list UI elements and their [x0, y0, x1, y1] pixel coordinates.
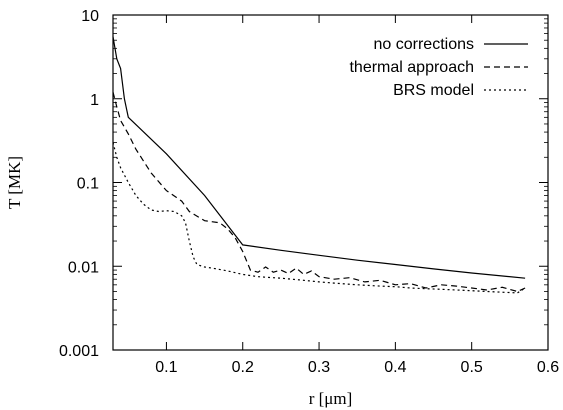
series-lines: [112, 36, 526, 294]
y-axis-label: T [MK]: [5, 156, 24, 209]
x-tick-label: 0.6: [537, 359, 559, 376]
axis-labels: r [μm] T [MK]: [5, 156, 352, 408]
y-tick-label: 0.001: [59, 343, 99, 360]
x-tick-label: 0.1: [155, 359, 177, 376]
y-tick-label: 1: [90, 92, 99, 109]
y-tick-label: 10: [81, 8, 99, 25]
axis-ticks: 0.1 0.2 0.3 0.4 0.5 0.6 0.001 0.01 0.1 1 10: [59, 8, 559, 376]
legend-label: thermal approach: [349, 59, 474, 76]
series-line-thermal-approach: [112, 91, 526, 293]
legend-label: BRS model: [393, 82, 474, 99]
x-tick-label: 0.5: [461, 359, 483, 376]
y-tick-label: 0.01: [68, 259, 99, 276]
x-tick-label: 0.2: [232, 359, 254, 376]
x-tick-label: 0.4: [384, 359, 406, 376]
x-tick-label: 0.3: [308, 359, 330, 376]
y-tick-label: 0.1: [77, 176, 99, 193]
plot-frame: [112, 14, 549, 351]
legend: no corrections thermal approach BRS model: [349, 36, 528, 99]
series-line-no-corrections: [112, 36, 526, 279]
x-axis-label: r [μm]: [309, 389, 353, 408]
series-line-BRS-model: [112, 142, 526, 294]
legend-label: no corrections: [374, 36, 475, 53]
